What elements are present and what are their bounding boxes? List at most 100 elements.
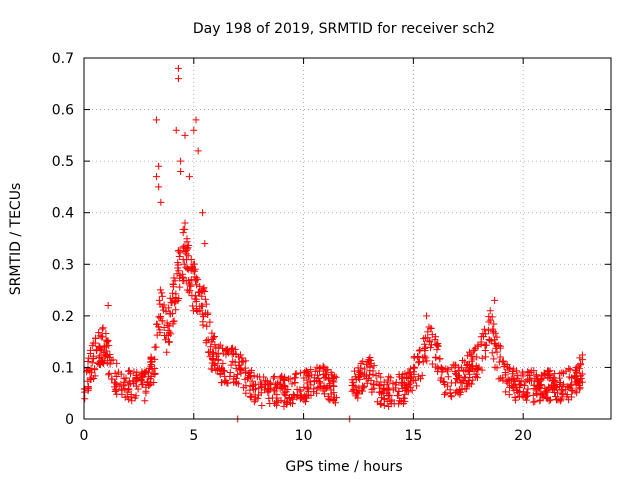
data-point — [273, 391, 281, 399]
x-tick-label: 15 — [404, 428, 422, 444]
data-point — [178, 273, 186, 281]
data-point — [527, 369, 535, 377]
data-point — [452, 375, 460, 383]
data-point — [242, 357, 250, 365]
data-point — [490, 355, 498, 363]
data-point — [376, 382, 384, 390]
data-point — [183, 235, 191, 243]
data-point — [147, 353, 155, 361]
data-point — [130, 368, 138, 376]
data-point — [423, 357, 431, 365]
data-point — [329, 374, 337, 382]
data-point — [493, 364, 501, 372]
data-point — [314, 384, 322, 392]
data-point — [240, 384, 248, 392]
data-point — [132, 375, 140, 383]
data-point — [486, 337, 494, 345]
data-point — [541, 384, 549, 392]
data-point — [433, 363, 441, 371]
data-point — [247, 393, 255, 401]
data-point — [230, 378, 238, 386]
chart-title: Day 198 of 2019, SRMTID for receiver sch… — [193, 21, 495, 37]
data-point — [193, 274, 201, 282]
data-point — [95, 342, 103, 350]
data-point — [304, 385, 312, 393]
data-point — [441, 390, 449, 398]
data-point — [529, 391, 537, 399]
data-point — [202, 300, 210, 308]
data-point — [165, 338, 173, 346]
data-point — [102, 329, 110, 337]
data-point — [191, 273, 199, 281]
data-point — [307, 392, 315, 400]
data-point — [230, 349, 238, 357]
data-point — [507, 375, 515, 383]
y-tick-label: 0 — [65, 412, 74, 428]
data-point — [505, 391, 513, 399]
data-point — [147, 380, 155, 388]
x-tick-label: 5 — [189, 428, 198, 444]
data-point — [434, 342, 442, 350]
data-point — [278, 383, 286, 391]
data-point — [545, 397, 553, 405]
data-point — [181, 131, 189, 139]
data-point — [117, 370, 125, 378]
data-point — [330, 389, 338, 397]
data-point — [85, 354, 93, 362]
data-point — [329, 396, 337, 404]
data-point — [419, 354, 427, 362]
data-point — [301, 368, 309, 376]
data-point — [364, 357, 372, 365]
data-point — [459, 356, 467, 364]
data-point — [385, 373, 393, 381]
data-point — [172, 126, 180, 134]
data-point — [434, 365, 442, 373]
data-point — [268, 394, 276, 402]
data-point — [90, 374, 98, 382]
data-point — [228, 350, 236, 358]
data-point — [431, 336, 439, 344]
data-point — [194, 288, 202, 296]
data-point — [530, 385, 538, 393]
data-point — [270, 373, 278, 381]
data-point — [95, 329, 103, 337]
data-point — [534, 382, 542, 390]
data-point — [120, 375, 128, 383]
data-point — [153, 320, 161, 328]
data-point — [406, 365, 414, 373]
data-point — [156, 286, 164, 294]
data-point — [108, 375, 116, 383]
data-point — [292, 370, 300, 378]
data-point — [212, 366, 220, 374]
data-point — [473, 353, 481, 361]
data-point — [307, 381, 315, 389]
data-point — [517, 377, 525, 385]
data-point — [524, 376, 532, 384]
data-point — [107, 356, 115, 364]
data-point — [201, 295, 209, 303]
data-point — [181, 225, 189, 233]
data-point — [363, 379, 371, 387]
data-point — [446, 389, 454, 397]
data-point — [157, 312, 165, 320]
data-point — [432, 333, 440, 341]
data-point — [576, 385, 584, 393]
data-point — [488, 313, 496, 321]
data-point — [98, 325, 106, 333]
data-point — [177, 167, 185, 175]
data-point — [379, 385, 387, 393]
data-point — [86, 346, 94, 354]
data-point — [242, 367, 250, 375]
data-point — [395, 373, 403, 381]
data-point — [414, 373, 422, 381]
data-point — [368, 388, 376, 396]
data-point — [398, 375, 406, 383]
data-point — [403, 383, 411, 391]
data-point — [460, 377, 468, 385]
data-point — [466, 374, 474, 382]
data-point — [203, 322, 211, 330]
data-point — [491, 296, 499, 304]
data-point — [165, 338, 173, 346]
data-point — [220, 367, 228, 375]
y-tick-label: 0.1 — [52, 360, 74, 376]
